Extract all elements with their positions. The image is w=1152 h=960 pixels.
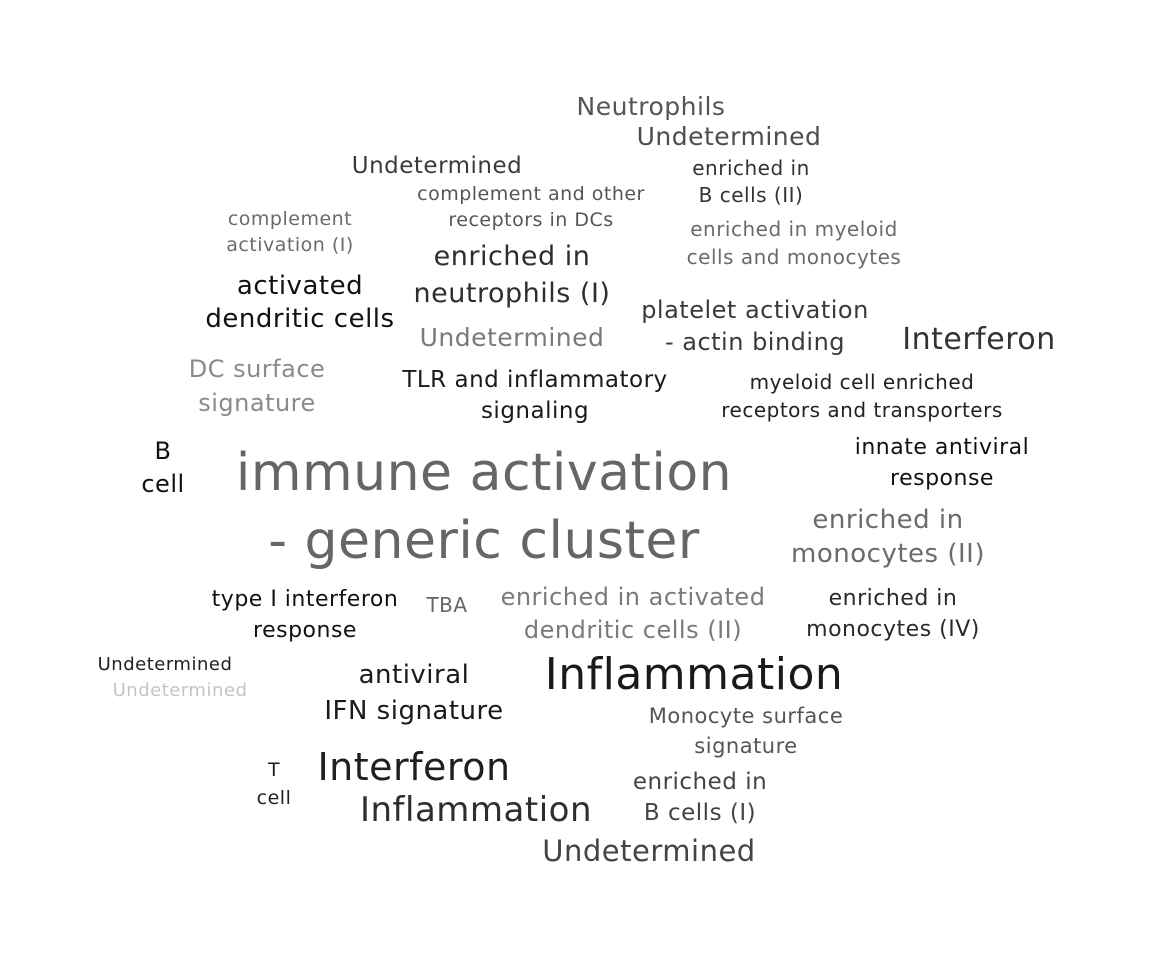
cloud-word-line: B <box>154 437 172 465</box>
cloud-word: enriched in B cells (II) <box>692 155 810 209</box>
cloud-word: Neutrophils <box>577 92 726 122</box>
cloud-word: Monocyte surface signature <box>649 701 844 761</box>
cloud-word-line: enriched in activated <box>500 583 766 611</box>
cloud-word-line: signaling <box>480 398 590 424</box>
cloud-word-line: TBA <box>426 593 468 617</box>
cloud-word: TBA <box>426 592 467 618</box>
cloud-word-line: signature <box>694 734 798 758</box>
cloud-word-line: type I interferon <box>211 587 399 612</box>
cloud-word: TLR and inflammatory signaling <box>402 365 667 427</box>
cloud-word-line: cells and monocytes <box>686 245 902 269</box>
cloud-word-line: cell <box>141 470 185 498</box>
cloud-word-line: enriched in <box>433 241 591 272</box>
cloud-word-line: signature <box>198 389 316 417</box>
cloud-word-line: receptors in DCs <box>448 209 614 231</box>
cloud-word-line: enriched in <box>632 769 768 795</box>
cloud-word-line: Undetermined <box>636 122 822 151</box>
cloud-word: Undetermined <box>637 122 822 152</box>
cloud-word-line: enriched in <box>828 586 958 611</box>
cloud-word-line: T <box>267 759 281 781</box>
cloud-word-line: antiviral <box>358 660 470 690</box>
cloud-word: Undetermined <box>542 833 755 869</box>
cloud-word: innate antiviral response <box>855 432 1030 494</box>
cloud-word: enriched in activated dendritic cells (II… <box>501 581 766 647</box>
cloud-word-line: response <box>253 618 357 643</box>
cloud-word-line: enriched in <box>812 505 964 535</box>
cloud-word: enriched in B cells (I) <box>633 767 767 829</box>
cloud-word-line: enriched in myeloid <box>690 217 898 241</box>
cloud-word-line: monocytes (II) <box>791 539 985 569</box>
cloud-word-line: Interferon <box>902 322 1056 357</box>
cloud-word: enriched in neutrophils (I) <box>414 238 611 312</box>
cloud-word-line: Undetermined <box>419 323 605 352</box>
cloud-word: complement activation (I) <box>226 206 354 258</box>
cloud-word: Undetermined <box>113 679 248 703</box>
cloud-word-line: Interferon <box>317 745 511 789</box>
cloud-word-line: cell <box>256 787 292 809</box>
cloud-word-line: Undetermined <box>97 654 233 675</box>
cloud-word-line: IFN signature <box>324 696 504 726</box>
cloud-word: Interferon <box>902 322 1055 358</box>
cloud-word-line: TLR and inflammatory <box>402 367 668 393</box>
cloud-word-line: - actin binding <box>664 328 846 356</box>
cloud-word-line: complement <box>227 208 353 230</box>
cloud-word-line: Undetermined <box>542 834 756 868</box>
cloud-word-line: Undetermined <box>112 680 248 701</box>
cloud-word: Undetermined <box>98 653 233 677</box>
cloud-word: antiviral IFN signature <box>324 657 503 729</box>
cloud-word: immune activation - generic cluster <box>236 439 732 575</box>
cloud-word: enriched in myeloid cells and monocytes <box>687 215 902 271</box>
cloud-word: enriched in monocytes (IV) <box>806 583 980 645</box>
cloud-word: Undetermined <box>420 323 605 353</box>
cloud-word: platelet activation - actin binding <box>641 294 869 358</box>
cloud-word-line: platelet activation <box>641 296 869 324</box>
cloud-word-line: Undetermined <box>351 153 523 179</box>
cloud-word: type I interferon response <box>212 584 399 646</box>
cloud-word-line: - generic cluster <box>268 511 700 571</box>
cloud-word-line: receptors and transporters <box>721 398 1003 422</box>
cloud-word-line: innate antiviral <box>854 435 1030 460</box>
cloud-word: Inflammation <box>360 789 592 831</box>
cloud-word-line: response <box>890 466 994 491</box>
cloud-word-line: B cells (II) <box>698 183 804 207</box>
cloud-word-line: monocytes (IV) <box>806 617 980 642</box>
cloud-word: DC surface signature <box>189 352 326 420</box>
cloud-word-line: activated <box>236 271 364 301</box>
cloud-word: enriched in monocytes (II) <box>791 503 985 571</box>
cloud-word-line: Inflammation <box>359 790 593 830</box>
cloud-word: Inflammation <box>545 649 844 701</box>
cloud-word-line: Monocyte surface <box>648 704 844 728</box>
cloud-word-line: B cells (I) <box>643 800 757 826</box>
cloud-word-line: activation (I) <box>226 234 354 256</box>
cloud-word: Interferon <box>317 744 510 790</box>
cloud-word-line: myeloid cell enriched <box>749 370 975 394</box>
cloud-word: complement and other receptors in DCs <box>417 181 645 233</box>
cloud-word-line: complement and other <box>417 183 645 205</box>
cloud-word-line: dendritic cells <box>205 304 395 334</box>
cloud-word: Undetermined <box>352 152 523 180</box>
cloud-word-line: immune activation <box>235 443 733 503</box>
cloud-word-line: neutrophils (I) <box>413 278 611 309</box>
cloud-word: activated dendritic cells <box>205 270 394 336</box>
cloud-word-line: enriched in <box>692 156 810 180</box>
cloud-word-line: Inflammation <box>544 649 844 700</box>
cloud-word-line: DC surface <box>188 355 326 383</box>
cloud-word-line: dendritic cells (II) <box>523 616 743 644</box>
cloud-word: myeloid cell enriched receptors and trans… <box>721 368 1003 424</box>
cloud-word-line: Neutrophils <box>576 92 726 121</box>
